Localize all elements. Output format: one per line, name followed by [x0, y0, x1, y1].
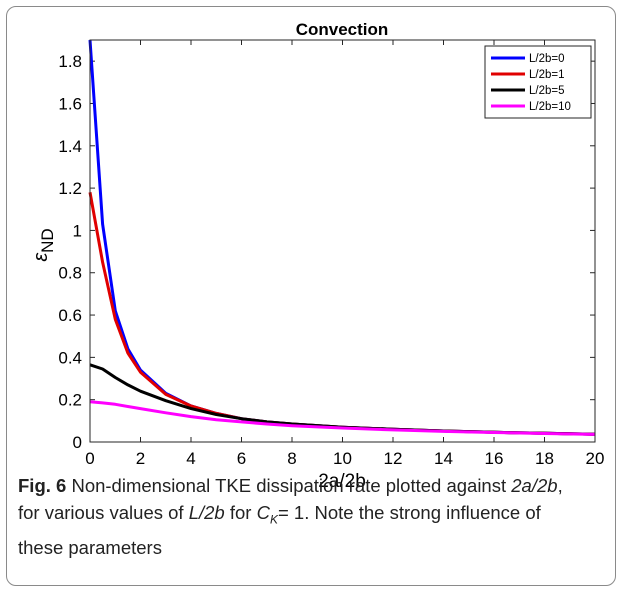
- y-tick-label: 1.6: [58, 94, 82, 113]
- y-axis-label: εND: [30, 228, 57, 261]
- x-tick-label: 2: [136, 449, 145, 468]
- x-tick-label: 4: [186, 449, 195, 468]
- svg-text:εND: εND: [30, 228, 57, 261]
- y-tick-label: 0: [73, 433, 82, 452]
- y-tick-label: 1: [73, 221, 82, 240]
- legend-label: L/2b=5: [529, 85, 565, 97]
- x-tick-label: 0: [85, 449, 94, 468]
- caption-text-4: for: [225, 502, 257, 523]
- figure-label: Fig. 6: [18, 475, 66, 496]
- y-tick-label: 1.4: [58, 137, 82, 156]
- x-tick-label: 20: [586, 449, 605, 468]
- x-tick-label: 8: [287, 449, 296, 468]
- caption-text-1: Non-dimensional TKE dissipation rate plo…: [66, 475, 511, 496]
- caption-text-6: these parameters: [18, 537, 162, 558]
- caption-italic-1: 2a/2b: [511, 475, 557, 496]
- x-tick-label: 6: [237, 449, 246, 468]
- y-tick-label: 0.4: [58, 348, 82, 367]
- caption-text-5: = 1. Note the strong influence of: [278, 502, 541, 523]
- legend: L/2b=0 L/2b=1 L/2b=5 L/2b=10: [485, 46, 591, 118]
- y-tick-label: 1.8: [58, 52, 82, 71]
- legend-label: L/2b=10: [529, 101, 571, 113]
- y-tick-label: 0.6: [58, 306, 82, 325]
- x-tick-label: 14: [434, 449, 453, 468]
- caption-italic-2: L/2b: [189, 502, 225, 523]
- chart-title: Convection: [296, 20, 389, 39]
- x-tick-label: 12: [384, 449, 403, 468]
- caption-text-2: ,: [558, 475, 563, 496]
- y-tick-label: 0.8: [58, 264, 82, 283]
- figure-caption: Fig. 6 Non-dimensional TKE dissipation r…: [18, 472, 608, 561]
- x-tick-label: 16: [485, 449, 504, 468]
- x-tick-label: 18: [535, 449, 554, 468]
- y-axis-label-sub: ND: [38, 228, 57, 253]
- caption-text-3: for various values of: [18, 502, 189, 523]
- legend-label: L/2b=0: [529, 53, 565, 65]
- y-tick-label: 0.2: [58, 391, 82, 410]
- legend-label: L/2b=1: [529, 69, 565, 81]
- caption-ck-sub: K: [270, 513, 278, 527]
- x-tick-label: 10: [333, 449, 352, 468]
- caption-ck: C: [257, 502, 270, 523]
- y-tick-label: 1.2: [58, 179, 82, 198]
